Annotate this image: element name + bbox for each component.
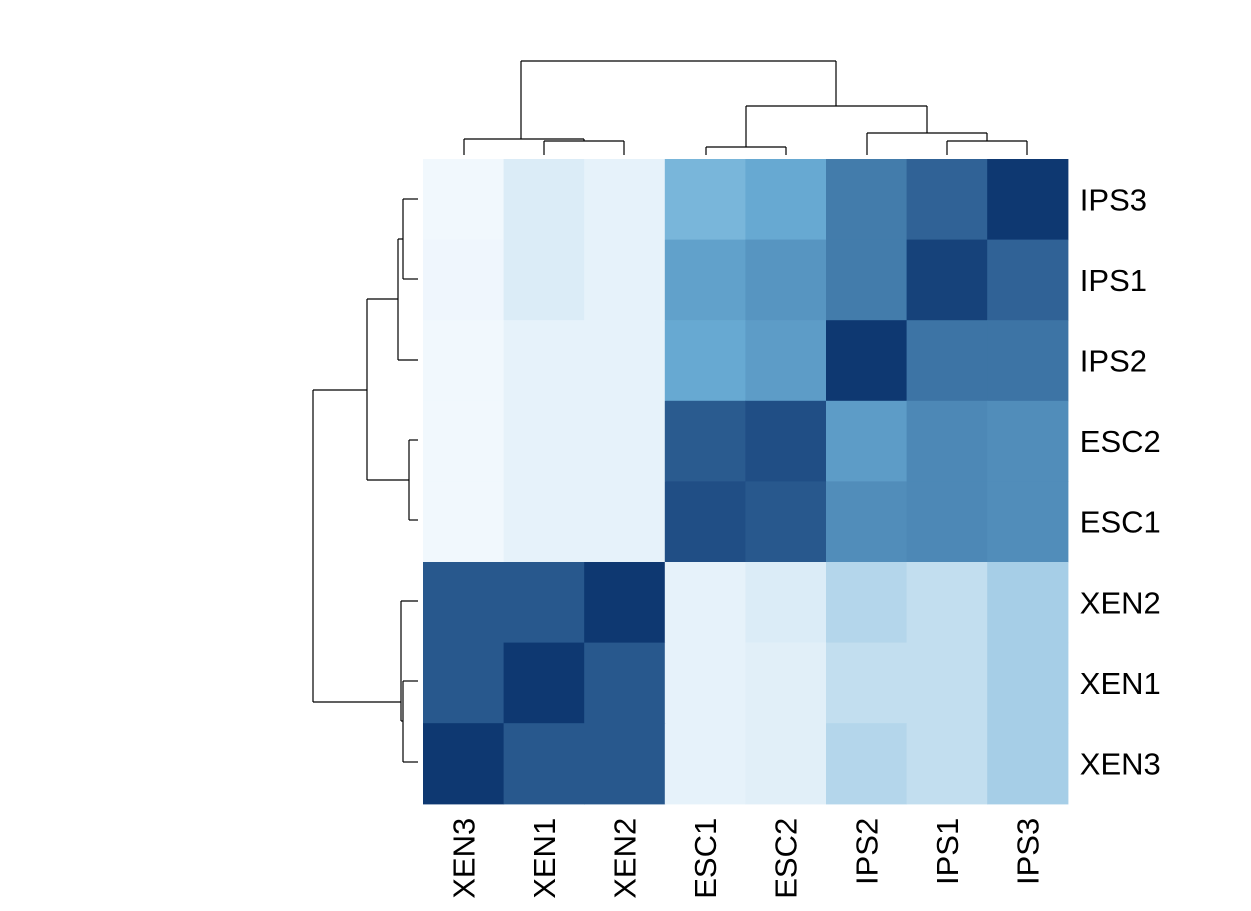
heatmap-cell-ips2-esc1 xyxy=(664,320,746,402)
column-label-ips1: IPS1 xyxy=(930,818,965,885)
heatmap-cell-ips1-ips2 xyxy=(826,239,908,321)
heatmap-cell-xen1-xen1 xyxy=(503,642,585,724)
heatmap-cell-xen2-ips1 xyxy=(906,562,988,644)
heatmap-cell-xen3-ips1 xyxy=(906,723,988,805)
heatmap-cell-esc1-xen3 xyxy=(423,481,505,563)
heatmap-cell-xen3-esc2 xyxy=(745,723,827,805)
column-dendrogram xyxy=(463,60,1028,155)
heatmap-cell-ips2-esc2 xyxy=(745,320,827,402)
heatmap-cell-xen1-esc1 xyxy=(664,642,746,724)
heatmap-cell-ips3-xen3 xyxy=(423,159,505,241)
heatmap-cell-ips3-ips2 xyxy=(826,159,908,241)
heatmap-cell-esc1-ips3 xyxy=(987,481,1069,563)
heatmap-cell-ips2-ips3 xyxy=(987,320,1069,402)
heatmap-cell-ips1-esc1 xyxy=(664,239,746,321)
heatmap-cell-xen2-xen3 xyxy=(423,562,505,644)
heatmap-cell-xen2-esc2 xyxy=(745,562,827,644)
heatmap-cell-esc1-xen2 xyxy=(584,481,666,563)
heatmap-cell-xen2-ips2 xyxy=(826,562,908,644)
column-label-xen1: XEN1 xyxy=(527,818,562,899)
heatmap-cell-ips2-xen2 xyxy=(584,320,666,402)
column-labels: XEN3 XEN1 XEN2 ESC1 ESC2 IPS2 IPS1 IPS3 xyxy=(446,818,1045,899)
heatmap-cell-ips1-ips3 xyxy=(987,239,1069,321)
heatmap-cell-ips2-xen3 xyxy=(423,320,505,402)
heatmap-cell-xen3-xen1 xyxy=(503,723,585,805)
heatmap-cell-esc1-esc2 xyxy=(745,481,827,563)
heatmap-cell-xen2-ips3 xyxy=(987,562,1069,644)
heatmap-cell-esc2-xen1 xyxy=(503,400,585,482)
heatmap-cell-xen3-esc1 xyxy=(664,723,746,805)
row-label-xen1: XEN1 xyxy=(1080,666,1161,701)
row-label-xen3: XEN3 xyxy=(1080,747,1161,782)
heatmap-cell-esc2-ips1 xyxy=(906,400,988,482)
heatmap-cell-ips1-xen2 xyxy=(584,239,666,321)
heatmap-cell-xen1-ips2 xyxy=(826,642,908,724)
heatmap-cell-ips3-ips1 xyxy=(906,159,988,241)
heatmap-cell-xen3-xen2 xyxy=(584,723,666,805)
row-labels: IPS3 IPS1 IPS2 ESC2 ESC1 XEN2 XEN1 XEN3 xyxy=(1080,182,1161,781)
row-label-ips1: IPS1 xyxy=(1080,263,1147,298)
heatmap-cell-ips2-xen1 xyxy=(503,320,585,402)
row-label-esc1: ESC1 xyxy=(1080,505,1161,540)
heatmap-cell-esc2-ips2 xyxy=(826,400,908,482)
heatmap-cell-xen3-xen3 xyxy=(423,723,505,805)
heatmap-cell-esc2-xen3 xyxy=(423,400,505,482)
heatmap-cell-xen1-esc2 xyxy=(745,642,827,724)
heatmap-cell-ips2-ips2 xyxy=(826,320,908,402)
row-label-ips2: IPS2 xyxy=(1080,344,1147,379)
heatmap-cell-xen1-ips1 xyxy=(906,642,988,724)
heatmap-cell-ips1-esc2 xyxy=(745,239,827,321)
heatmap-cell-esc1-ips1 xyxy=(906,481,988,563)
heatmap-cell-esc2-xen2 xyxy=(584,400,666,482)
heatmap-cell-xen1-ips3 xyxy=(987,642,1069,724)
column-label-xen3: XEN3 xyxy=(446,818,481,899)
heatmap-cell-esc2-esc1 xyxy=(664,400,746,482)
heatmap-cell-xen1-xen2 xyxy=(584,642,666,724)
heatmap-cell-ips1-xen1 xyxy=(503,239,585,321)
column-label-ips2: IPS2 xyxy=(849,818,884,885)
heatmap-cell-esc1-ips2 xyxy=(826,481,908,563)
heatmap-grid xyxy=(423,159,1069,805)
heatmap-cell-esc1-xen1 xyxy=(503,481,585,563)
heatmap-cell-esc2-esc2 xyxy=(745,400,827,482)
column-label-xen2: XEN2 xyxy=(608,818,643,899)
heatmap-cell-xen3-ips3 xyxy=(987,723,1069,805)
row-label-esc2: ESC2 xyxy=(1080,424,1161,459)
heatmap-cell-esc2-ips3 xyxy=(987,400,1069,482)
heatmap-cell-ips2-ips1 xyxy=(906,320,988,402)
heatmap-cell-ips3-esc2 xyxy=(745,159,827,241)
heatmap-cell-xen2-xen2 xyxy=(584,562,666,644)
heatmap-cell-ips3-xen2 xyxy=(584,159,666,241)
column-label-esc2: ESC2 xyxy=(769,818,804,899)
heatmap-cell-ips3-esc1 xyxy=(664,159,746,241)
heatmap-cell-ips1-xen3 xyxy=(423,239,505,321)
heatmap-cell-esc1-esc1 xyxy=(664,481,746,563)
column-label-esc1: ESC1 xyxy=(688,818,723,899)
heatmap-cell-xen3-ips2 xyxy=(826,723,908,805)
row-label-ips3: IPS3 xyxy=(1080,182,1147,217)
heatmap-cell-ips3-ips3 xyxy=(987,159,1069,241)
heatmap-cell-ips1-ips1 xyxy=(906,239,988,321)
heatmap-cell-xen2-esc1 xyxy=(664,562,746,644)
row-label-xen2: XEN2 xyxy=(1080,585,1161,620)
heatmap-cell-xen2-xen1 xyxy=(503,562,585,644)
heatmap-cell-xen1-xen3 xyxy=(423,642,505,724)
heatmap-cell-ips3-xen1 xyxy=(503,159,585,241)
column-label-ips3: IPS3 xyxy=(1011,818,1046,885)
row-dendrogram xyxy=(312,198,418,763)
